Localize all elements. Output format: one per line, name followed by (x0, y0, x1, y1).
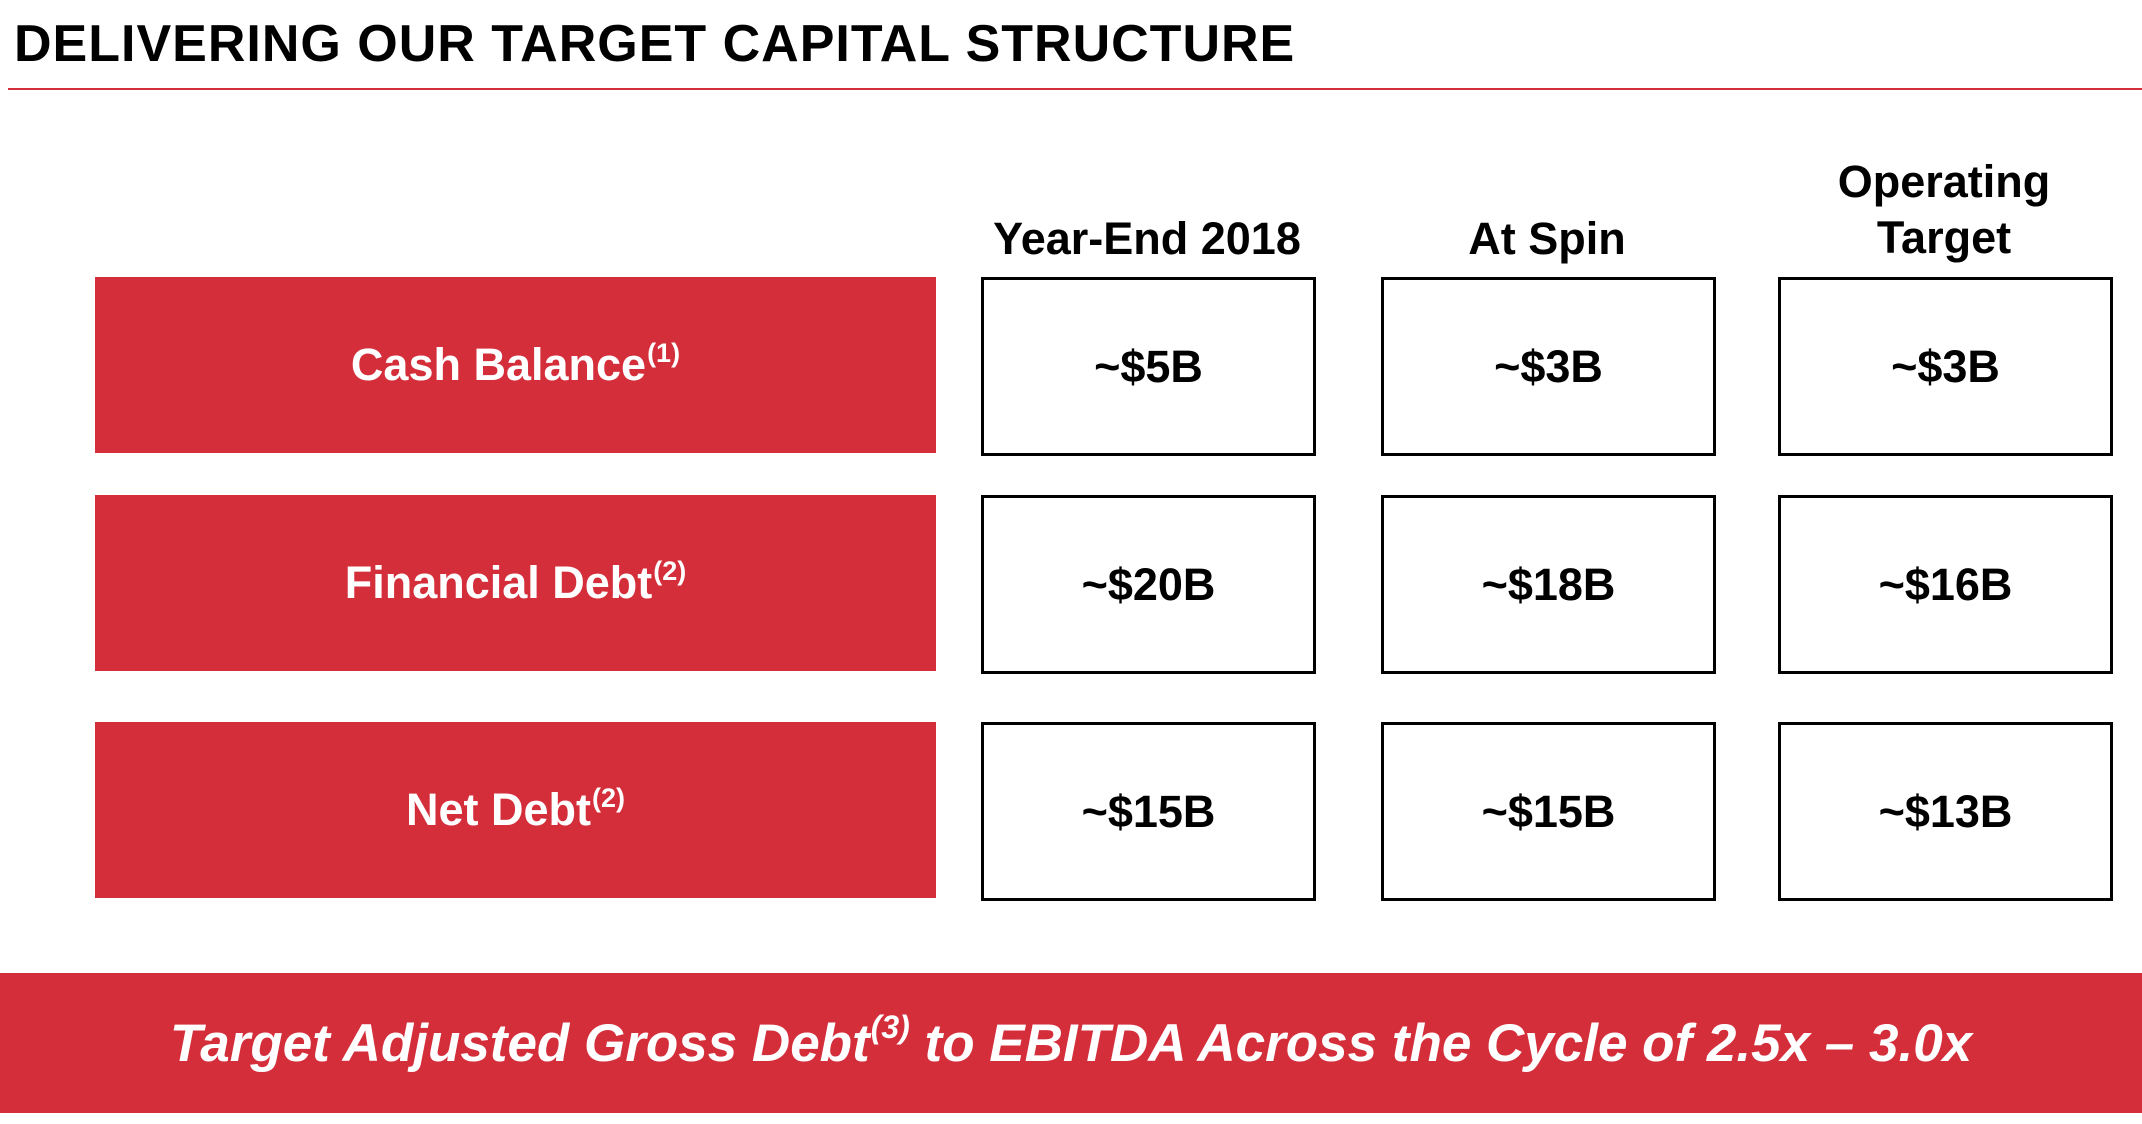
value-cell-cash-operating-target: ~$3B (1778, 277, 2113, 456)
value-cell-net-debt-operating-target: ~$13B (1778, 722, 2113, 901)
column-header-operating-target: Operating Target (1778, 154, 2110, 266)
row-label-text: Net Debt (405, 784, 591, 835)
value-cell-financial-debt-at-spin: ~$18B (1381, 495, 1716, 674)
target-leverage-banner: Target Adjusted Gross Debt (3) to EBITDA … (0, 973, 2142, 1113)
banner-text-start: Target Adjusted Gross Debt (169, 1013, 870, 1073)
title-divider (8, 88, 2142, 90)
footnote-marker: (3) (870, 1008, 910, 1045)
column-header-label: Year-End 2018 (993, 213, 1301, 264)
footnote-marker: (1) (647, 337, 681, 368)
footnote-marker: (2) (653, 555, 687, 586)
row-label-financial-debt: Financial Debt (2) (95, 495, 936, 671)
column-header-at-spin: At Spin (1381, 211, 1713, 267)
row-label-text: Financial Debt (344, 557, 653, 608)
value-cell-net-debt-at-spin: ~$15B (1381, 722, 1716, 901)
value-cell-financial-debt-year-end-2018: ~$20B (981, 495, 1316, 674)
column-header-label-line1: Operating (1837, 156, 2051, 207)
column-header-label: At Spin (1468, 213, 1626, 264)
column-header-year-end-2018: Year-End 2018 (981, 211, 1313, 267)
column-header-label-line2: Target (1876, 212, 2012, 263)
row-label-text: Cash Balance (350, 339, 647, 390)
footnote-marker: (2) (592, 782, 625, 813)
banner-text-end: to EBITDA Across the Cycle of 2.5x – 3.0… (909, 1013, 1973, 1073)
value-cell-cash-at-spin: ~$3B (1381, 277, 1716, 456)
value-cell-cash-year-end-2018: ~$5B (981, 277, 1316, 456)
row-label-cash-balance: Cash Balance (1) (95, 277, 936, 453)
value-cell-financial-debt-operating-target: ~$16B (1778, 495, 2113, 674)
row-label-net-debt: Net Debt (2) (95, 722, 936, 898)
page-title: DELIVERING OUR TARGET CAPITAL STRUCTURE (14, 15, 1296, 73)
value-cell-net-debt-year-end-2018: ~$15B (981, 722, 1316, 901)
